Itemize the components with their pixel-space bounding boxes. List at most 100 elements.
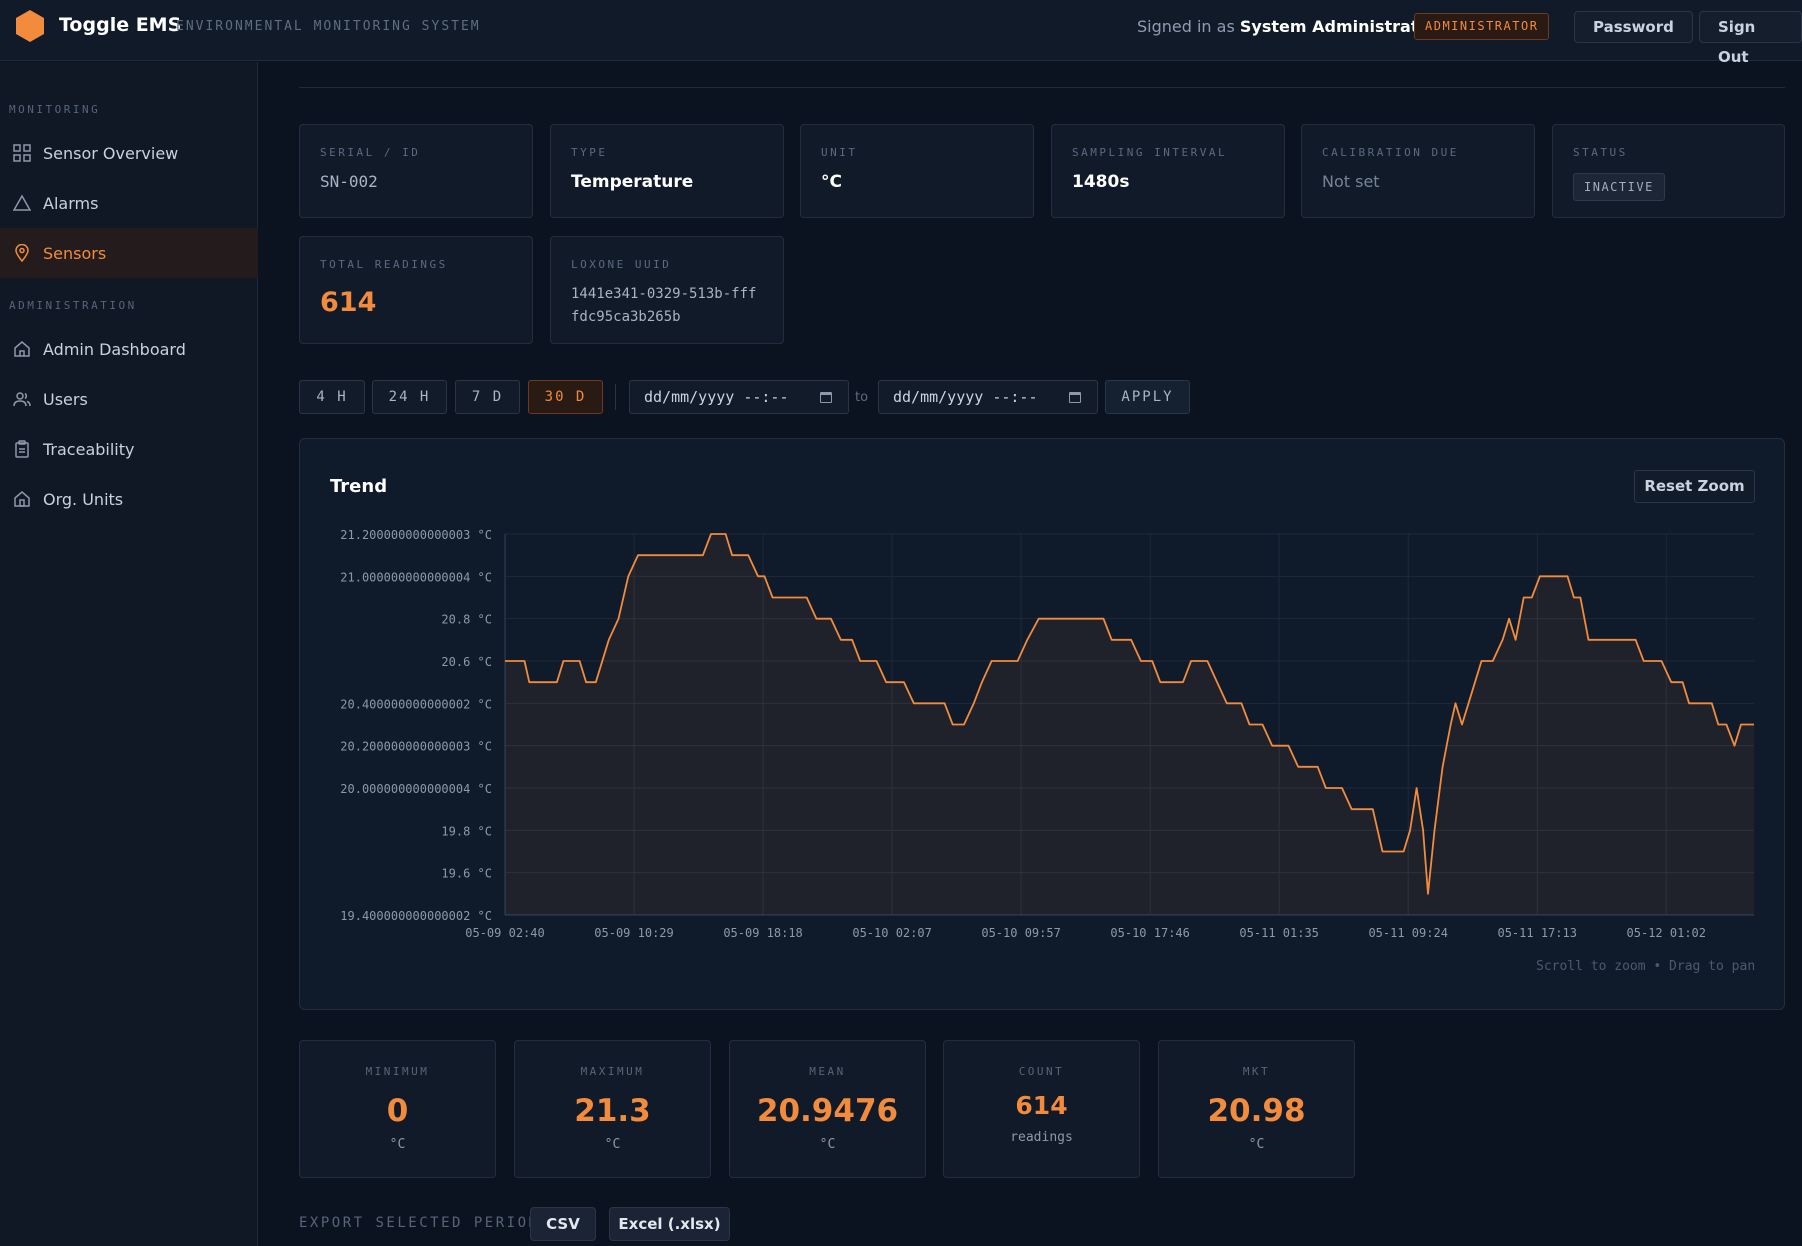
uuid-line: fdc95ca3b265b	[571, 309, 681, 325]
unit-card: UNIT °C	[800, 124, 1034, 218]
to-label: to	[855, 390, 869, 405]
sidebar-item-admin-dashboard[interactable]: Admin Dashboard	[0, 324, 258, 374]
trend-chart[interactable]: 21.200000000000003 °C 21.000000000000004 …	[300, 439, 1786, 1011]
from-date-placeholder: dd/mm/yyyy --:--	[644, 388, 789, 406]
stat-label: MAXIMUM	[580, 1065, 645, 1078]
user-name: System Administrator	[1239, 17, 1438, 36]
type-value: Temperature	[571, 172, 694, 192]
zoom-hint: Scroll to zoom • Drag to pan	[1536, 959, 1756, 974]
stat-value: 21.3	[574, 1093, 651, 1129]
serial-value: SN-002	[320, 172, 378, 191]
readings-value: 614	[320, 287, 377, 318]
sidebar-item-label: Sensors	[43, 243, 107, 263]
sidebar-item-alarms[interactable]: Alarms	[0, 178, 258, 228]
stat-unit: °C	[604, 1137, 621, 1152]
users-icon	[12, 389, 32, 409]
sampling-interval-card: SAMPLING INTERVAL 1480s	[1051, 124, 1285, 218]
readings-label: TOTAL READINGS	[320, 258, 448, 271]
filter-divider	[615, 384, 616, 410]
status-card: STATUS INACTIVE	[1552, 124, 1785, 218]
total-readings-card: TOTAL READINGS 614	[299, 236, 533, 344]
unit-label: UNIT	[821, 146, 858, 159]
x-tick-label: 05-12 01:02	[1627, 926, 1706, 940]
x-tick-label: 05-09 02:40	[465, 926, 544, 940]
header-divider	[299, 87, 1785, 88]
calibration-value: Not set	[1322, 172, 1380, 191]
sidebar-item-sensors[interactable]: Sensors	[0, 228, 258, 278]
sidebar-item-traceability[interactable]: Traceability	[0, 424, 258, 474]
range-30d-button[interactable]: 30 D	[528, 380, 603, 414]
stat-label: MKT	[1242, 1065, 1271, 1078]
stat-value: 20.98	[1207, 1093, 1306, 1129]
calibration-label: CALIBRATION DUE	[1322, 146, 1459, 159]
stat-unit: °C	[819, 1137, 836, 1152]
uuid-line: 1441e341-0329-513b-fff	[571, 286, 757, 302]
trend-chart-card: 21.200000000000003 °C 21.000000000000004 …	[299, 438, 1785, 1010]
app-subtitle: ENVIRONMENTAL MONITORING SYSTEM	[176, 19, 481, 34]
export-excel-button[interactable]: Excel (.xlsx)	[609, 1207, 730, 1241]
y-tick-label: 19.6 °C	[441, 867, 492, 881]
sidebar-section-monitoring: MONITORING	[9, 103, 101, 116]
stat-card-mkt: MKT 20.98 °C	[1158, 1040, 1355, 1178]
apply-button[interactable]: APPLY	[1105, 380, 1190, 414]
interval-value: 1480s	[1072, 172, 1130, 192]
y-tick-label: 20.000000000000004 °C	[340, 782, 492, 796]
export-csv-button[interactable]: CSV	[530, 1207, 596, 1241]
calendar-icon[interactable]	[1069, 392, 1081, 403]
x-tick-label: 05-09 18:18	[723, 926, 802, 940]
range-4h-button[interactable]: 4 H	[299, 380, 365, 414]
sidebar-item-sensor-overview[interactable]: Sensor Overview	[0, 128, 258, 178]
x-tick-label: 05-11 09:24	[1368, 926, 1447, 940]
stat-label: COUNT	[1018, 1065, 1065, 1078]
y-tick-label: 20.6 °C	[441, 655, 492, 669]
status-label: STATUS	[1573, 146, 1628, 159]
app-name: Toggle EMS	[59, 14, 182, 36]
y-tick-label: 20.200000000000003 °C	[340, 740, 492, 754]
stat-label: MEAN	[809, 1065, 846, 1078]
role-badge: ADMINISTRATOR	[1414, 13, 1550, 40]
from-date-input[interactable]: dd/mm/yyyy --:--	[629, 380, 849, 414]
hexagon-logo-icon	[16, 10, 44, 42]
serial-label: SERIAL / ID	[320, 146, 421, 159]
range-7d-button[interactable]: 7 D	[455, 380, 520, 414]
calibration-card: CALIBRATION DUE Not set	[1301, 124, 1535, 218]
stat-label: MINIMUM	[365, 1065, 430, 1078]
type-card: TYPE Temperature	[550, 124, 784, 218]
uuid-value: 1441e341-0329-513b-fff fdc95ca3b265b	[571, 283, 771, 329]
password-button[interactable]: Password	[1574, 11, 1693, 43]
unit-value: °C	[821, 172, 842, 192]
building-icon	[12, 489, 32, 509]
sidebar-item-users[interactable]: Users	[0, 374, 258, 424]
stat-value: 0	[386, 1093, 409, 1129]
to-date-input[interactable]: dd/mm/yyyy --:--	[878, 380, 1098, 414]
stat-unit: °C	[1248, 1137, 1265, 1152]
warning-triangle-icon	[12, 193, 32, 213]
sidebar-item-label: Sensor Overview	[43, 143, 179, 163]
y-tick-label: 21.200000000000003 °C	[340, 528, 492, 542]
stat-card-minimum: MINIMUM 0 °C	[299, 1040, 496, 1178]
calendar-icon[interactable]	[820, 392, 832, 403]
sidebar-item-label: Org. Units	[43, 489, 124, 509]
location-pin-icon	[12, 243, 32, 263]
interval-label: SAMPLING INTERVAL	[1072, 146, 1228, 159]
signed-in-prefix: Signed in as	[1137, 17, 1235, 36]
sidebar-item-label: Users	[43, 389, 88, 409]
loxone-uuid-card: LOXONE UUID 1441e341-0329-513b-fff fdc95c…	[550, 236, 784, 344]
export-label: EXPORT SELECTED PERIOD:	[299, 1215, 551, 1231]
sidebar-section-administration: ADMINISTRATION	[9, 299, 137, 312]
sidebar-item-org-units[interactable]: Org. Units	[0, 474, 258, 524]
y-tick-label: 20.400000000000002 °C	[340, 697, 492, 711]
sidebar: MONITORING Sensor Overview Alarms Sensor…	[0, 62, 258, 1246]
y-tick-label: 20.8 °C	[441, 613, 492, 627]
series-area	[505, 534, 1754, 915]
range-24h-button[interactable]: 24 H	[372, 380, 447, 414]
status-badge: INACTIVE	[1573, 173, 1665, 201]
clipboard-icon	[12, 439, 32, 459]
sign-out-button[interactable]: Sign Out	[1699, 11, 1802, 66]
stat-value: 20.9476	[756, 1093, 899, 1129]
uuid-label: LOXONE UUID	[571, 258, 672, 271]
stat-card-mean: MEAN 20.9476 °C	[729, 1040, 926, 1178]
reset-zoom-button[interactable]: Reset Zoom	[1634, 470, 1755, 503]
grid-icon	[12, 143, 32, 163]
home-icon	[12, 339, 32, 359]
